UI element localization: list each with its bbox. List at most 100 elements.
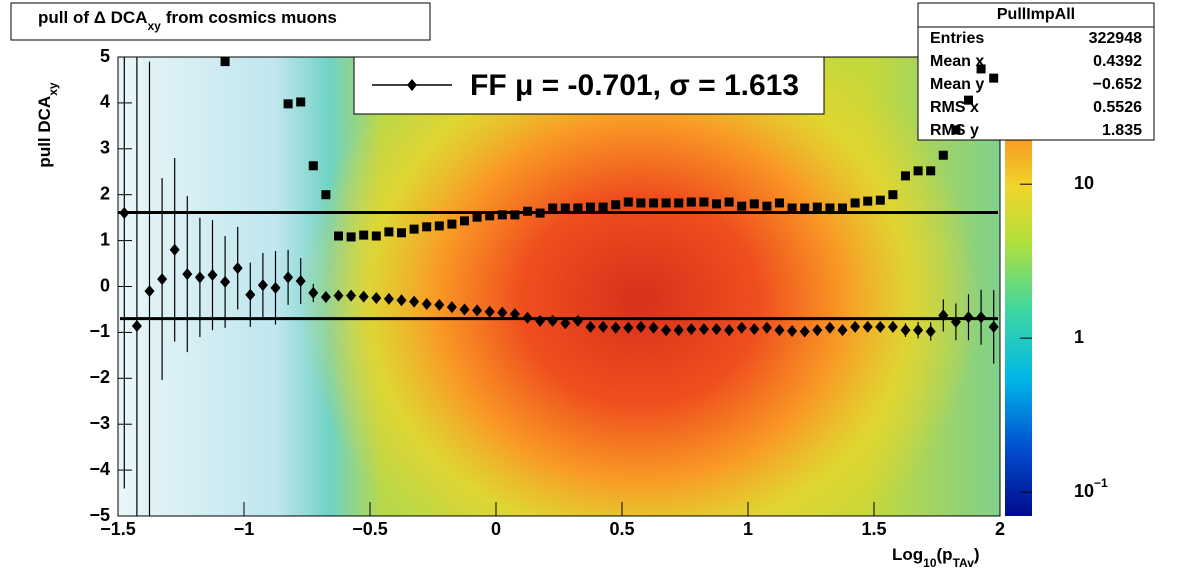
square-marker xyxy=(888,190,898,200)
diamond-marker xyxy=(698,323,709,336)
diamond-marker xyxy=(270,281,281,294)
diamond-marker xyxy=(736,321,747,334)
diamond-marker xyxy=(585,320,596,333)
diamond-marker xyxy=(749,323,760,336)
diamond-marker xyxy=(925,325,936,338)
diamond-marker xyxy=(308,286,319,299)
square-marker xyxy=(321,190,331,200)
diamond-marker xyxy=(623,321,634,334)
diamond-marker xyxy=(887,320,898,333)
square-marker xyxy=(611,200,621,210)
square-marker xyxy=(371,231,381,241)
diamond-marker xyxy=(409,295,420,308)
diamond-marker xyxy=(320,291,331,304)
square-marker xyxy=(762,201,772,211)
y-tick-label: −5 xyxy=(89,505,110,525)
diamond-marker xyxy=(686,323,697,336)
diamond-marker xyxy=(938,309,949,322)
y-tick-label: −2 xyxy=(89,367,110,387)
diamond-marker xyxy=(862,320,873,333)
square-marker xyxy=(800,203,810,213)
diamond-marker xyxy=(144,285,155,298)
y-tick-label: 4 xyxy=(100,92,110,112)
square-marker xyxy=(409,224,419,234)
diamond-marker xyxy=(711,323,722,336)
stats-label: Mean x xyxy=(930,53,984,70)
y-tick-label: −4 xyxy=(89,459,110,479)
y-tick-label: −1 xyxy=(89,321,110,341)
chart-title: pull of Δ DCAxy from cosmics muons xyxy=(38,8,337,33)
square-marker xyxy=(964,95,973,105)
y-tick-label: 5 xyxy=(100,46,110,66)
diamond-marker xyxy=(761,321,772,334)
diamond-marker xyxy=(988,320,999,333)
x-axis-label: Log10(pTAv) xyxy=(892,545,980,570)
stats-label: Entries xyxy=(930,30,984,47)
diamond-marker xyxy=(169,243,180,256)
diamond-marker xyxy=(812,324,823,337)
x-tick-label: −1.5 xyxy=(100,519,136,539)
heatmap xyxy=(118,57,1000,516)
z-tick-label: 10−1 xyxy=(1074,476,1108,501)
x-tick-label: −1 xyxy=(234,519,255,539)
diamond-marker xyxy=(913,324,924,337)
x-tick-label: 1.5 xyxy=(861,519,886,539)
diamond-marker xyxy=(560,317,571,330)
square-marker xyxy=(485,211,495,221)
diamond-marker xyxy=(850,320,861,333)
x-tick-label: −0.5 xyxy=(352,519,388,539)
diamond-marker xyxy=(572,314,583,327)
diamond-marker xyxy=(371,291,382,304)
square-marker xyxy=(472,212,482,222)
square-marker xyxy=(220,57,230,67)
diamond-marker xyxy=(396,294,407,307)
square-marker xyxy=(548,203,558,213)
y-tick-label: 0 xyxy=(100,275,110,295)
diamond-marker xyxy=(724,324,735,337)
y-tick-label: 2 xyxy=(100,183,110,203)
diamond-marker xyxy=(963,311,974,324)
diamond-marker xyxy=(535,314,546,327)
diamond-marker xyxy=(950,315,961,328)
square-marker xyxy=(434,221,444,231)
diamond-marker xyxy=(157,273,168,286)
square-marker xyxy=(926,166,936,176)
z-tick-exponent: −1 xyxy=(1094,476,1108,490)
square-marker xyxy=(686,197,696,207)
stats-box: PullImpAll Entries 322948 Mean x 0.4392 Mean… xyxy=(917,2,1155,141)
y-tick-label: −3 xyxy=(89,413,110,433)
diamond-marker xyxy=(207,269,218,282)
title-box xyxy=(10,2,431,41)
diamond-marker xyxy=(383,292,394,305)
square-marker xyxy=(787,203,797,213)
square-marker xyxy=(535,208,545,218)
diamond-marker xyxy=(283,271,294,284)
diamond-marker xyxy=(610,321,621,334)
square-marker xyxy=(510,210,520,220)
square-marker xyxy=(976,64,986,74)
diamond-marker xyxy=(232,262,243,275)
diamond-marker xyxy=(346,289,357,302)
square-marker xyxy=(460,216,469,226)
diamond-marker xyxy=(661,324,672,337)
square-marker xyxy=(573,203,583,213)
square-marker xyxy=(523,206,532,216)
diamond-marker xyxy=(635,320,646,333)
square-marker xyxy=(283,99,293,109)
square-marker xyxy=(775,198,784,208)
x-tick-label: 2 xyxy=(995,519,1005,539)
diamond-marker xyxy=(598,320,609,333)
square-marker xyxy=(447,219,457,229)
square-marker xyxy=(938,150,948,160)
square-marker xyxy=(838,203,847,213)
square-marker xyxy=(724,197,734,207)
stats-value: 0.4392 xyxy=(1093,53,1142,70)
diamond-marker xyxy=(673,324,684,337)
stats-value: 0.5526 xyxy=(1093,99,1142,116)
legend-text: FF μ = -0.701, σ = 1.613 xyxy=(470,69,799,102)
diamond-marker xyxy=(421,297,432,310)
square-marker xyxy=(712,199,721,209)
stats-title: PullImpAll xyxy=(997,6,1075,23)
diamond-marker xyxy=(131,319,142,332)
